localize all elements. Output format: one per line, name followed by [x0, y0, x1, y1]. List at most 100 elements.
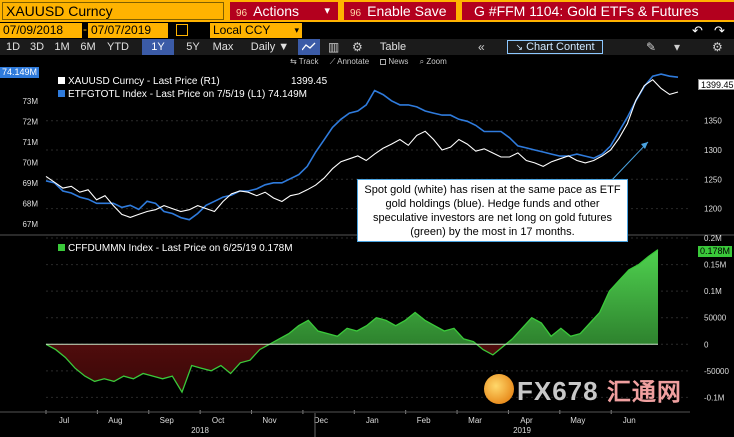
gold-series-line [45, 78, 679, 218]
legend-etf-value: 74.149M [268, 89, 308, 100]
chart-title: G #FFM 1104: Gold ETFs & Futures [462, 2, 734, 20]
track-tool[interactable]: ⇆ Track [290, 57, 319, 66]
dropdown-icon[interactable]: ▾ [674, 40, 681, 54]
etf-last-value-tag: 74.149M [0, 67, 40, 78]
right-axis-tick-label: 1200 [704, 205, 722, 214]
date-separator: - [83, 22, 87, 36]
period-ytd[interactable]: YTD [107, 41, 129, 53]
lower-axis-tick-label: 0.1M [704, 287, 722, 296]
period-1y[interactable]: 1Y [142, 39, 174, 55]
currency-caret-icon: ▾ [294, 25, 299, 35]
legend-gold-value: 1399.45 [291, 76, 328, 87]
lower-axis-tick-label: -0.1M [704, 393, 725, 402]
period-5y[interactable]: 5Y [186, 41, 200, 53]
title-bar: XAUUSD Curncy 96 Actions ▾ 96 Enable Save … [0, 0, 734, 22]
period-6m[interactable]: 6M [80, 41, 96, 53]
legend-etf-swatch [58, 90, 65, 97]
period-toolbar: 1D 3D 1M 6M YTD 1Y 5Y Max Daily ▼ ▥ ⚙ Ta… [0, 39, 734, 55]
month-tick-label: Nov [262, 416, 276, 425]
enable-save-button[interactable]: 96 Enable Save [344, 2, 456, 20]
left-axis-tick-label: 71M [22, 138, 38, 147]
month-tick-label: Mar [468, 416, 482, 425]
etf-series-line [45, 73, 679, 221]
month-tick-label: May [570, 416, 585, 425]
year-tick-label: 2018 [191, 426, 209, 435]
period-max[interactable]: Max [212, 41, 234, 53]
date-range-bar: 07/09/2018 - 07/07/2019 Local CCY ▾ ↶ ↷ [0, 22, 734, 39]
news-tool[interactable]: News [380, 57, 408, 66]
month-tick-label: Dec [314, 416, 328, 425]
actions-label: Actions [253, 3, 300, 19]
watermark-cn: 汇通网 [606, 379, 682, 406]
futures-negative-area [46, 344, 658, 393]
right-axis-tick-label: 1250 [704, 175, 722, 184]
undo-icon[interactable]: ↶ [692, 23, 703, 38]
annotation-arrow [609, 141, 649, 183]
left-axis-tick-label: 73M [22, 97, 38, 106]
legend-gold-swatch [58, 77, 65, 84]
watermark-logo [484, 374, 514, 404]
left-axis-tick-label: 69M [22, 179, 38, 188]
redo-icon[interactable]: ↷ [714, 23, 725, 38]
start-date-field[interactable]: 07/09/2018 [0, 23, 82, 38]
end-date-field[interactable]: 07/07/2019 [88, 23, 168, 38]
period-3d[interactable]: 3D [29, 41, 45, 53]
lower-axis-tick-label: -50000 [704, 367, 729, 376]
actions-caret-icon: ▾ [324, 5, 330, 17]
annotate-tool[interactable]: ⟋ Annotate [329, 57, 370, 66]
watermark-brand: FX678 [517, 376, 599, 406]
actions-code: 96 [236, 8, 248, 19]
frequency-select[interactable]: Daily ▼ [250, 41, 290, 53]
annotation-callout: Spot gold (white) has risen at the same … [357, 179, 628, 242]
chart-tools: ⇆ Track ⟋ Annotate News ⌕ Zoom [290, 57, 456, 67]
annotation-arrowhead [641, 142, 648, 149]
legend-gold: XAUUSD Curncy - Last Price (R1) 1399.45 [58, 76, 327, 87]
gold-last-value-tag: 1399.45 [698, 79, 734, 90]
legend-futures-label: CFFDUMMN Index - Last Price on 6/25/19 0… [68, 243, 293, 254]
zoom-tool[interactable]: ⌕ Zoom [419, 57, 447, 66]
ticker-field[interactable]: XAUUSD Curncy [2, 2, 224, 20]
year-tick-label: 2019 [513, 426, 531, 435]
legend-etf: ETFGTOTL Index - Last Price on 7/5/19 (L… [58, 89, 307, 100]
month-tick-label: Jun [623, 416, 636, 425]
futures-series-line [45, 249, 659, 394]
month-tick-label: Oct [212, 416, 225, 425]
legend-futures-swatch [58, 244, 65, 251]
lower-axis-tick-label: 0.2M [704, 234, 722, 243]
month-tick-label: Sep [160, 416, 175, 425]
lower-axis-tick-label: 0.15M [704, 261, 727, 270]
month-tick-label: Apr [520, 416, 533, 425]
chart-content-label: Chart Content [526, 41, 595, 53]
legend-gold-label: XAUUSD Curncy - Last Price (R1) [68, 76, 220, 87]
settings-icon[interactable]: ⚙ [352, 40, 363, 54]
left-axis-tick-label: 70M [22, 158, 38, 167]
calendar-icon[interactable] [176, 24, 188, 36]
period-1d[interactable]: 1D [5, 41, 21, 53]
edit-icon[interactable]: ✎ [646, 40, 657, 54]
lower-axis-tick-label: 50000 [704, 314, 727, 323]
month-tick-label: Aug [108, 416, 122, 425]
chart-content-icon: ↘ [515, 42, 523, 52]
gear-icon[interactable]: ⚙ [712, 40, 723, 54]
chart-bar-icon[interactable]: ▥ [328, 40, 340, 54]
currency-select[interactable]: Local CCY ▾ [210, 23, 302, 38]
chart-line-icon[interactable] [298, 39, 320, 55]
right-axis-tick-label: 1350 [704, 117, 722, 126]
month-tick-label: Jul [59, 416, 69, 425]
enable-save-code: 96 [350, 8, 362, 19]
left-axis-tick-label: 72M [22, 117, 38, 126]
chart-content-button[interactable]: ↘ Chart Content [507, 40, 603, 54]
actions-menu-button[interactable]: 96 Actions ▾ [230, 2, 338, 20]
table-button[interactable]: Table [379, 41, 407, 53]
futures-positive-area [269, 249, 658, 345]
period-1m[interactable]: 1M [54, 41, 70, 53]
month-tick-label: Jan [366, 416, 379, 425]
left-axis-tick-label: 67M [22, 220, 38, 229]
currency-value: Local CCY [213, 23, 271, 37]
month-tick-label: Feb [417, 416, 431, 425]
double-left-icon[interactable]: « [478, 40, 485, 54]
enable-save-label: Enable Save [367, 3, 447, 19]
lower-axis-tick-label: 0 [704, 340, 709, 349]
left-axis-tick-label: 68M [22, 199, 38, 208]
price-chart[interactable]: 73M 72M 71M 70M 69M 68M 67M 1350 1300 1250 1200 0.2… [0, 55, 734, 437]
